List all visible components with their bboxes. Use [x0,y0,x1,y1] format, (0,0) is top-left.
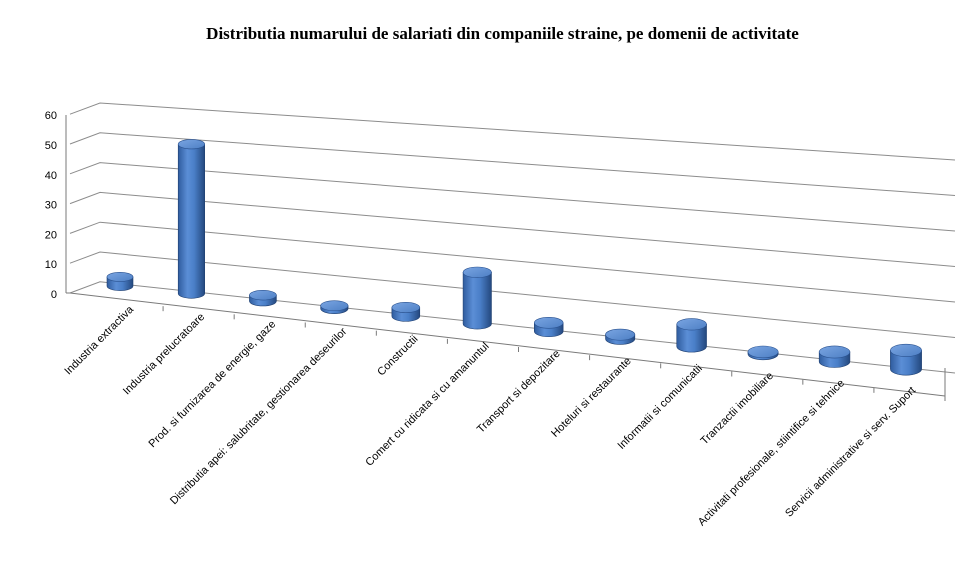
gridline [69,102,956,161]
gridline [69,281,956,374]
bar [818,345,851,368]
y-axis: 0 10 20 30 40 50 60 [45,110,57,301]
x-tick-label: Activitati profesionale, stiintifice si … [696,377,847,528]
bar [605,328,636,345]
x-tick-label: Transport si depozitare [475,348,563,436]
x-tick-label: Informatii si comunicatii [616,363,705,452]
y-tick-label: 10 [45,259,57,271]
bar [534,317,564,337]
y-tick-label: 20 [45,229,57,241]
bar [320,300,349,314]
x-axis-line [69,292,946,397]
y-tick-label: 40 [45,170,57,182]
bar [177,139,205,299]
bars [106,139,922,376]
y-tick-label: 30 [45,200,57,212]
gridline [69,132,956,196]
y-tick-label: 50 [45,140,57,152]
chart-title: Distributia numarului de salariati din c… [206,24,799,43]
bar [890,343,922,376]
y-tick-label: 0 [51,289,57,301]
x-tick-label: Industria extractiva [62,303,136,377]
gridline [69,191,956,267]
x-tick-label: Constructii [375,333,420,378]
y-tick-label: 60 [45,110,57,122]
x-tick-label: Comert cu ridicata si cu amanuntul [363,340,491,468]
bar [391,302,421,322]
gridline [69,251,956,338]
x-tick-label: Tranzactii imobiliare [699,370,776,447]
gridlines [65,102,956,397]
bar [747,345,779,361]
gridline [69,162,956,232]
x-tick-label: Servicii administrative si serv. Suport [783,385,918,520]
bar [106,272,134,291]
bar [249,289,277,307]
x-tick-label: Industria prelucratoare [121,311,207,397]
gridline [69,221,956,303]
x-tick-label: Hoteluri si restaurante [549,355,634,440]
x-tick-label: Distributia apei: salubritate, gestionar… [168,325,350,507]
bar [676,318,707,353]
x-tick-label: Prod. si furnizarea de energie, gaze [147,318,279,450]
bar [462,266,492,330]
